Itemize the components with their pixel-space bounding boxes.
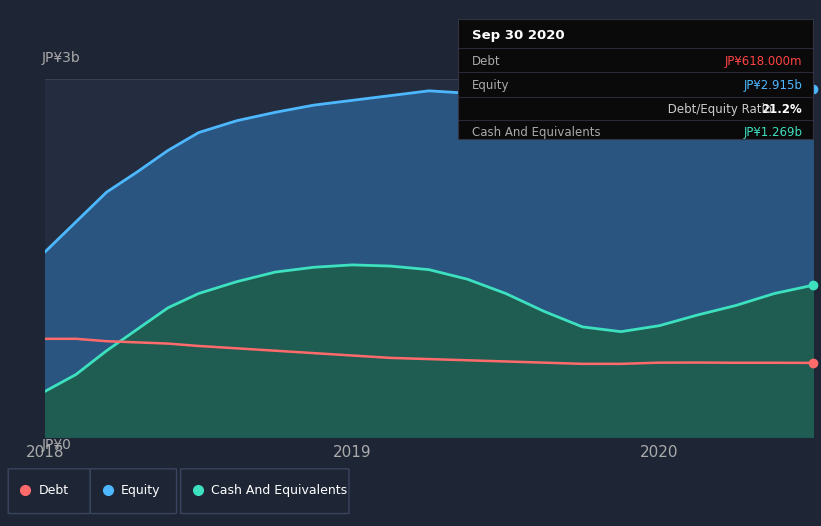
FancyBboxPatch shape [90,469,177,513]
Text: Equity: Equity [121,484,160,497]
Text: JP¥1.269b: JP¥1.269b [743,126,802,139]
Text: Cash And Equivalents: Cash And Equivalents [211,484,347,497]
FancyBboxPatch shape [8,469,90,513]
Text: 21.2%: 21.2% [761,104,802,116]
FancyBboxPatch shape [181,469,349,513]
Text: JP¥0: JP¥0 [41,438,71,452]
Text: Cash And Equivalents: Cash And Equivalents [472,126,601,139]
Text: JP¥3b: JP¥3b [41,50,80,65]
Text: Debt: Debt [39,484,69,497]
Text: JP¥2.915b: JP¥2.915b [743,79,802,93]
Text: JP¥618.000m: JP¥618.000m [725,55,802,68]
Text: Sep 30 2020: Sep 30 2020 [472,29,565,42]
Text: Debt/Equity Ratio: Debt/Equity Ratio [664,104,772,116]
Text: Debt: Debt [472,55,501,68]
Text: Equity: Equity [472,79,510,93]
